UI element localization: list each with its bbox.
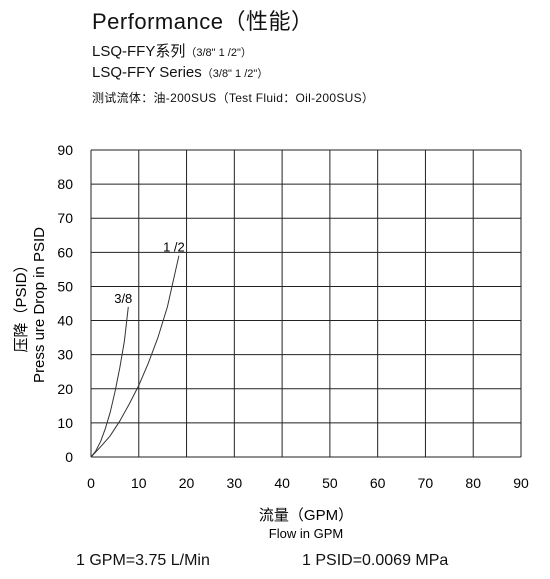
y-tick-label-6: 60 [57,244,73,260]
model-series-cn-sizes: （3/8" 1 /2"） [185,47,252,59]
x-tick-label-3: 30 [227,475,243,491]
model-series-en: LSQ-FFY Series（3/8" 1 /2"） [92,64,268,81]
model-series-en-sizes: （3/8" 1 /2"） [201,68,269,80]
x-axis-label-en: Flow in GPM [269,526,343,541]
chart-grid [90,149,522,458]
y-axis-label-cn: 压降（PSID） [13,257,30,352]
x-tick-label-7: 70 [418,475,434,491]
y-tick-label-1: 10 [57,415,73,431]
model-series-cn: LSQ-FFY系列（3/8" 1 /2"） [92,40,252,61]
series-line-0 [90,306,129,458]
psid-conversion: 1 PSID=0.0069 MPa [302,552,449,569]
x-tick-label-1: 10 [131,475,147,491]
series-label-1: 1 /2 [163,240,185,255]
x-tick-label-6: 60 [370,475,386,491]
y-tick-label-8: 80 [57,176,73,192]
y-tick-label-5: 50 [57,278,73,294]
chart-series-labels: 3/8 1 /2 [114,240,185,306]
model-series-en-name: LSQ-FFY Series [92,64,202,81]
series-label-0: 3/8 [114,291,132,306]
x-tick-label-0: 0 [87,475,95,491]
y-tick-label-4: 40 [57,313,73,329]
series-line-1 [90,255,180,458]
y-tick-label-2: 20 [57,381,73,397]
y-tick-label-9: 90 [57,142,73,158]
x-tick-label-8: 80 [465,475,481,491]
x-tick-label-5: 50 [322,475,338,491]
y-tick-label-7: 70 [57,210,73,226]
model-series-cn-name: LSQ-FFY系列 [92,43,186,60]
y-tick-label-3: 30 [57,347,73,363]
chart-tick-labels: 0 10 20 30 40 50 60 70 80 90 0 10 20 30 40 50 60 70 80 90 [57,142,529,491]
gpm-conversion: 1 GPM=3.75 L/Min [76,552,210,569]
x-tick-label-2: 20 [179,475,195,491]
x-axis-label-cn: 流量（GPM） [259,507,353,524]
test-fluid-note: 测试流体：油-200SUS（Test Fluid：Oil-200SUS） [92,91,375,105]
chart-curves [90,255,180,458]
x-tick-label-9: 90 [513,475,529,491]
x-tick-label-4: 40 [274,475,290,491]
y-tick-label-0: 0 [65,449,73,465]
y-axis-label-en: Press ure Drop in PSID [31,227,48,383]
chart-heading: Performance（性能） [92,9,314,34]
